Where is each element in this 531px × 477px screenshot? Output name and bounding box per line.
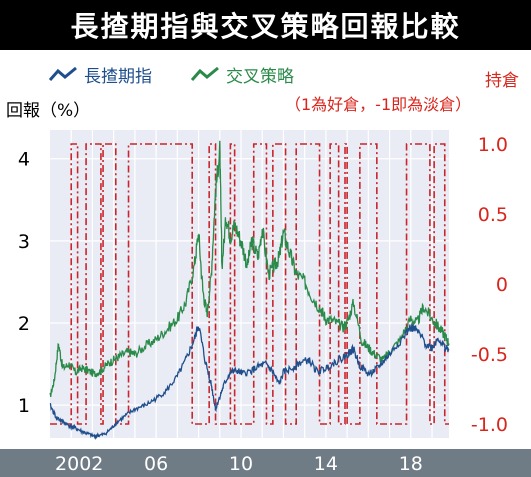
legend-item-long: 長揸期指	[48, 62, 152, 87]
series-position-line	[50, 143, 449, 425]
x-tick-label: 18	[399, 453, 423, 475]
x-tick-label: 2002	[55, 453, 103, 475]
y2-axis-note: （1為好倉，-1即為淡倉）	[285, 95, 472, 114]
y2-tick-label: 0.5	[478, 204, 508, 226]
x-tick-label: 14	[314, 453, 338, 475]
y2-tick-label: 1.0	[478, 134, 508, 156]
x-axis-bar	[0, 449, 531, 477]
y2-tick-label: -1.0	[471, 414, 508, 436]
legend-label-cross: 交叉策略	[226, 67, 294, 87]
legend-line-cross-icon	[190, 66, 219, 81]
y2-tick-label: 0	[496, 274, 508, 296]
series-cross-line	[49, 140, 450, 397]
chart-title: 長揸期指與交叉策略回報比較	[0, 0, 531, 50]
legend-line-long-icon	[48, 66, 77, 81]
y-tick-label: 4	[18, 149, 30, 171]
legend-item-cross: 交叉策略	[190, 62, 294, 87]
y2-tick-label: -0.5	[471, 344, 508, 366]
y2-axis-label: 持倉	[485, 71, 519, 91]
y-tick-label: 3	[18, 231, 30, 253]
x-tick-label: 06	[144, 453, 168, 475]
y-tick-label: 2	[18, 313, 30, 335]
legend-label-long: 長揸期指	[84, 67, 152, 87]
y-axis-label: 回報（%）	[6, 101, 91, 121]
series-long-line	[49, 323, 450, 441]
x-tick-label: 10	[229, 453, 253, 475]
y-tick-label: 1	[18, 395, 30, 417]
